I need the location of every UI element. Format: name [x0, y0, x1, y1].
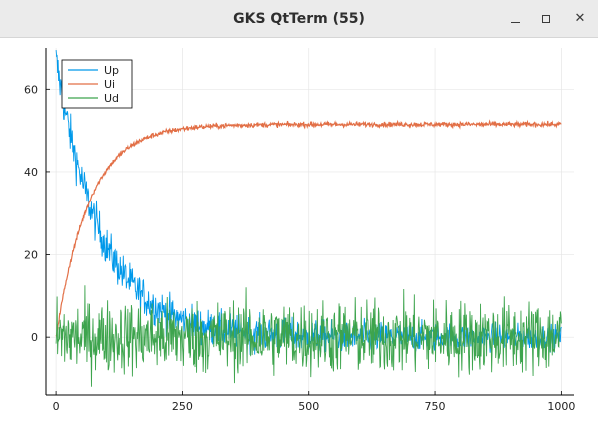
tick-labels: 0 250 500 750 1000 0 20 40 60: [24, 83, 575, 413]
x-tick-label: 500: [298, 400, 319, 413]
window-title: GKS QtTerm (55): [233, 11, 365, 27]
plot-canvas: 0 250 500 750 1000 0 20 40 60 Up Ui Ud: [0, 38, 598, 419]
title-bar[interactable]: GKS QtTerm (55) ✕: [0, 0, 598, 38]
series-line-ui: [55, 119, 562, 337]
y-tick-label: 0: [31, 331, 38, 344]
x-tick-label: 0: [53, 400, 60, 413]
legend-label: Ui: [104, 78, 115, 91]
axes: [45, 48, 574, 396]
y-tick-label: 20: [24, 249, 38, 262]
close-icon[interactable]: ✕: [574, 11, 586, 26]
maximize-icon[interactable]: [536, 9, 556, 29]
y-tick-label: 40: [24, 166, 38, 179]
minimize-icon[interactable]: [505, 9, 525, 29]
series-layer: [55, 50, 562, 387]
legend-label: Up: [104, 64, 119, 77]
x-tick-label: 750: [425, 400, 446, 413]
y-tick-label: 60: [24, 83, 38, 96]
x-tick-label: 250: [172, 400, 193, 413]
series-line-ud: [55, 285, 562, 387]
x-tick-label: 1000: [547, 400, 575, 413]
legend-label: Ud: [104, 92, 119, 105]
